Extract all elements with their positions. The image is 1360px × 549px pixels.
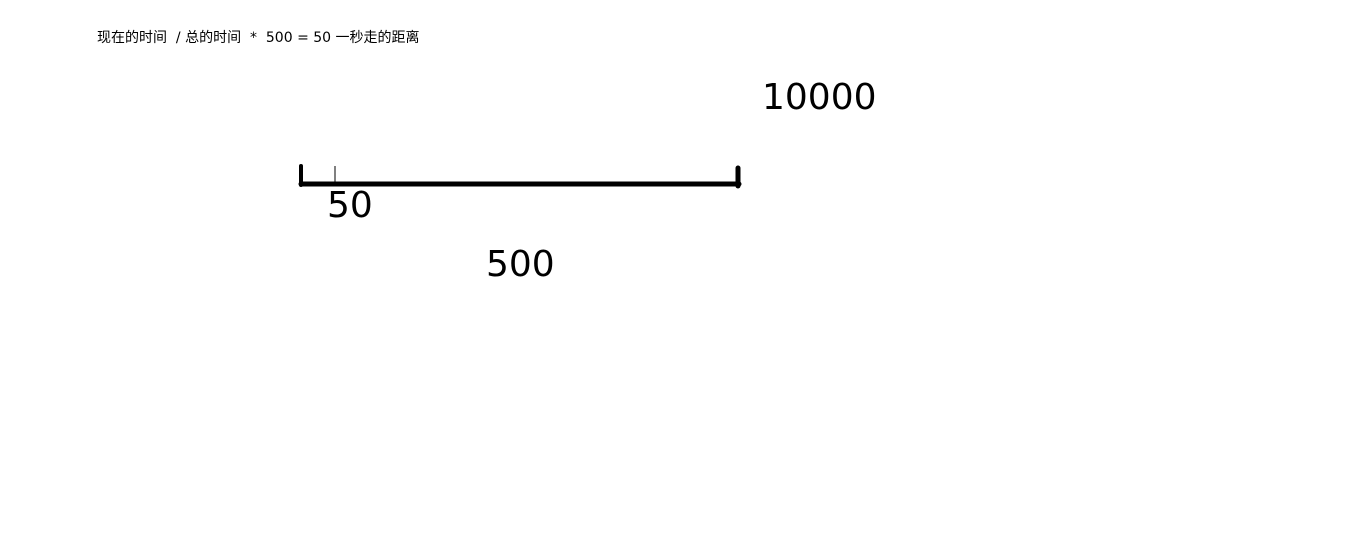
formula-total-time: 总的时间 bbox=[185, 30, 242, 46]
formula-current-time: 现在的时间 bbox=[97, 30, 167, 46]
formula-result: 500 = 50 一秒走的距离 bbox=[265, 30, 420, 46]
formula-divide-sign: / bbox=[175, 30, 181, 46]
formula-text: 现在的时间 / 总的时间 * 500 = 50 一秒走的距离 bbox=[97, 28, 420, 48]
formula-multiply-sign: * bbox=[249, 30, 257, 46]
step-distance-label: 50 bbox=[327, 185, 373, 226]
total-time-label: 10000 bbox=[762, 77, 877, 118]
track-length-label: 500 bbox=[486, 244, 555, 285]
